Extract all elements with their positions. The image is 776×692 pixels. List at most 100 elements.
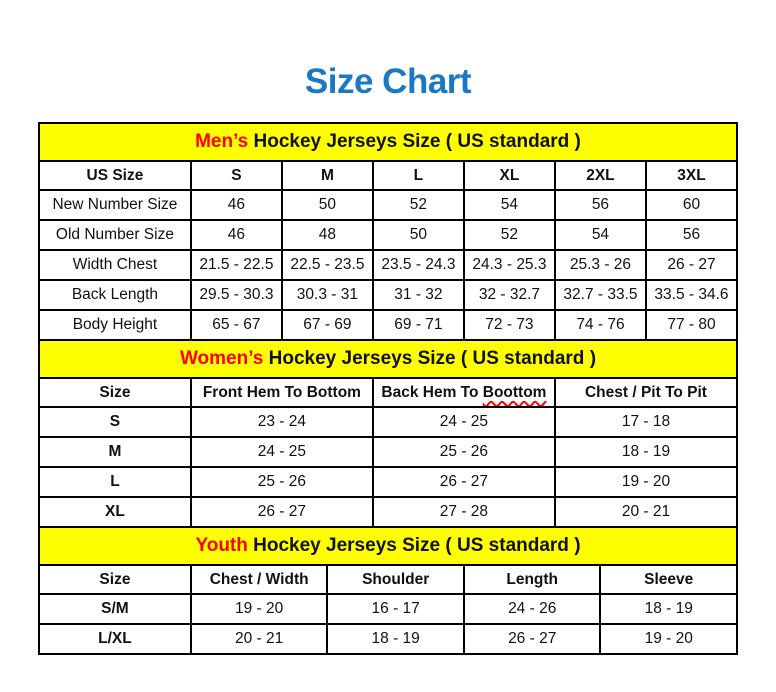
men-size-value-cell: 31 - 32 — [371, 279, 465, 311]
men-size-value-cell: 72 - 73 — [462, 309, 556, 341]
youth-size-value-cell: 24 - 26 — [462, 593, 602, 625]
women-table-row: L 25 - 26 26 - 27 19 - 20 — [38, 466, 739, 498]
youth-header-row: Size Chest / Width Shoulder Length Sleeve — [38, 564, 738, 595]
men-table-row: Body Height 65 - 67 67 - 69 69 - 71 72 - 73 7… — [38, 309, 739, 341]
men-column-header: 3XL — [644, 160, 739, 191]
women-size-value-cell: 19 - 20 — [553, 466, 739, 498]
men-header-row: US Size S M L XL 2XL 3XL — [38, 160, 739, 191]
men-table-row: New Number Size 46 50 52 54 56 60 — [38, 189, 739, 221]
men-column-header: US Size — [38, 160, 192, 191]
women-column-header: Back Hem To Boottom — [371, 377, 556, 408]
women-row-label: S — [38, 406, 192, 438]
men-row-label: Old Number Size — [38, 219, 192, 251]
men-size-value-cell: 54 — [462, 189, 556, 221]
women-size-value-cell: 26 - 27 — [189, 496, 374, 528]
men-size-value-cell: 25.3 - 26 — [553, 249, 647, 281]
youth-row-label: S/M — [38, 593, 192, 625]
men-size-value-cell: 32 - 32.7 — [462, 279, 556, 311]
women-row-label: XL — [38, 496, 192, 528]
men-size-value-cell: 74 - 76 — [553, 309, 647, 341]
women-size-table: Size Front Hem To Bottom Back Hem To Boott… — [38, 377, 739, 528]
men-size-value-cell: 46 — [189, 219, 283, 251]
men-band-title: Hockey Jerseys Size ( US standard ) — [248, 131, 581, 152]
men-size-value-cell: 77 - 80 — [644, 309, 739, 341]
men-column-header: XL — [462, 160, 556, 191]
youth-size-value-cell: 18 - 19 — [326, 623, 465, 655]
men-size-value-cell: 48 — [280, 219, 374, 251]
women-size-value-cell: 26 - 27 — [371, 466, 556, 498]
men-column-header: 2XL — [553, 160, 647, 191]
men-size-value-cell: 54 — [553, 219, 647, 251]
youth-size-value-cell: 26 - 27 — [462, 623, 602, 655]
men-size-table: US Size S M L XL 2XL 3XL New Number Size 46 50 52 5… — [38, 160, 739, 341]
page-title: Size Chart — [304, 62, 472, 101]
youth-table-row: S/M 19 - 20 16 - 17 24 - 26 18 - 19 — [38, 593, 738, 625]
youth-column-header: Length — [462, 564, 602, 595]
men-size-value-cell: 24.3 - 25.3 — [462, 249, 556, 281]
women-section: Women’s Hockey Jerseys Size ( US standar… — [38, 341, 739, 528]
youth-row-label: L/XL — [38, 623, 192, 655]
youth-column-header: Sleeve — [599, 564, 738, 595]
men-table-row: Back Length 29.5 - 30.3 30.3 - 31 31 - 32 32… — [38, 279, 739, 311]
women-size-value-cell: 23 - 24 — [189, 406, 374, 438]
women-size-value-cell: 25 - 26 — [371, 436, 556, 468]
men-table-row: Old Number Size 46 48 50 52 54 56 — [38, 219, 739, 251]
men-size-value-cell: 69 - 71 — [371, 309, 465, 341]
men-size-value-cell: 65 - 67 — [189, 309, 283, 341]
youth-table-row: L/XL 20 - 21 18 - 19 26 - 27 19 - 20 — [38, 623, 738, 655]
youth-size-value-cell: 20 - 21 — [189, 623, 329, 655]
men-size-value-cell: 50 — [280, 189, 374, 221]
men-size-value-cell: 22.5 - 23.5 — [280, 249, 374, 281]
women-section-band: Women’s Hockey Jerseys Size ( US standar… — [38, 341, 738, 377]
women-size-value-cell: 20 - 21 — [553, 496, 739, 528]
men-size-value-cell: 46 — [189, 189, 283, 221]
men-section: Men’s Hockey Jerseys Size ( US standard … — [38, 122, 739, 341]
men-size-value-cell: 26 - 27 — [644, 249, 739, 281]
men-row-label: Body Height — [38, 309, 192, 341]
women-band-title: Hockey Jerseys Size ( US standard ) — [263, 348, 597, 369]
men-size-value-cell: 21.5 - 22.5 — [189, 249, 283, 281]
women-column-header: Chest / Pit To Pit — [553, 377, 739, 408]
youth-band-highlight: Youth — [195, 535, 248, 556]
size-tables-container: Men’s Hockey Jerseys Size ( US standard … — [38, 122, 739, 655]
men-size-value-cell: 52 — [462, 219, 556, 251]
men-size-value-cell: 52 — [371, 189, 465, 221]
men-size-value-cell: 23.5 - 24.3 — [371, 249, 465, 281]
men-size-value-cell: 50 — [371, 219, 465, 251]
men-column-header: S — [189, 160, 283, 191]
women-row-label: M — [38, 436, 192, 468]
men-size-value-cell: 56 — [644, 219, 739, 251]
youth-size-value-cell: 19 - 20 — [599, 623, 738, 655]
women-header-row: Size Front Hem To Bottom Back Hem To Boott… — [38, 377, 739, 408]
women-table-row: XL 26 - 27 27 - 28 20 - 21 — [38, 496, 739, 528]
men-size-value-cell: 60 — [644, 189, 739, 221]
men-size-value-cell: 56 — [553, 189, 647, 221]
youth-size-value-cell: 16 - 17 — [326, 593, 465, 625]
women-size-value-cell: 27 - 28 — [371, 496, 556, 528]
women-size-value-cell: 25 - 26 — [189, 466, 374, 498]
women-column-header: Front Hem To Bottom — [189, 377, 374, 408]
men-size-value-cell: 29.5 - 30.3 — [189, 279, 283, 311]
youth-size-value-cell: 19 - 20 — [189, 593, 329, 625]
men-section-band: Men’s Hockey Jerseys Size ( US standard … — [38, 122, 738, 160]
youth-section-band: Youth Hockey Jerseys Size ( US standard … — [38, 528, 738, 564]
women-row-label: L — [38, 466, 192, 498]
youth-size-table: Size Chest / Width Shoulder Length Sleeve S/M… — [38, 564, 738, 655]
men-size-value-cell: 33.5 - 34.6 — [644, 279, 739, 311]
women-size-value-cell: 24 - 25 — [371, 406, 556, 438]
youth-section: Youth Hockey Jerseys Size ( US standard … — [38, 528, 738, 655]
women-size-value-cell: 17 - 18 — [553, 406, 739, 438]
youth-band-title: Hockey Jerseys Size ( US standard ) — [247, 535, 581, 556]
men-size-value-cell: 32.7 - 33.5 — [553, 279, 647, 311]
youth-column-header: Shoulder — [326, 564, 465, 595]
youth-column-header: Chest / Width — [189, 564, 329, 595]
women-band-highlight: Women’s — [179, 348, 264, 369]
men-band-highlight: Men’s — [195, 131, 249, 152]
men-size-value-cell: 30.3 - 31 — [280, 279, 374, 311]
men-row-label: New Number Size — [38, 189, 192, 221]
women-table-row: S 23 - 24 24 - 25 17 - 18 — [38, 406, 739, 438]
women-size-value-cell: 24 - 25 — [189, 436, 374, 468]
women-table-row: M 24 - 25 25 - 26 18 - 19 — [38, 436, 739, 468]
men-row-label: Width Chest — [38, 249, 192, 281]
